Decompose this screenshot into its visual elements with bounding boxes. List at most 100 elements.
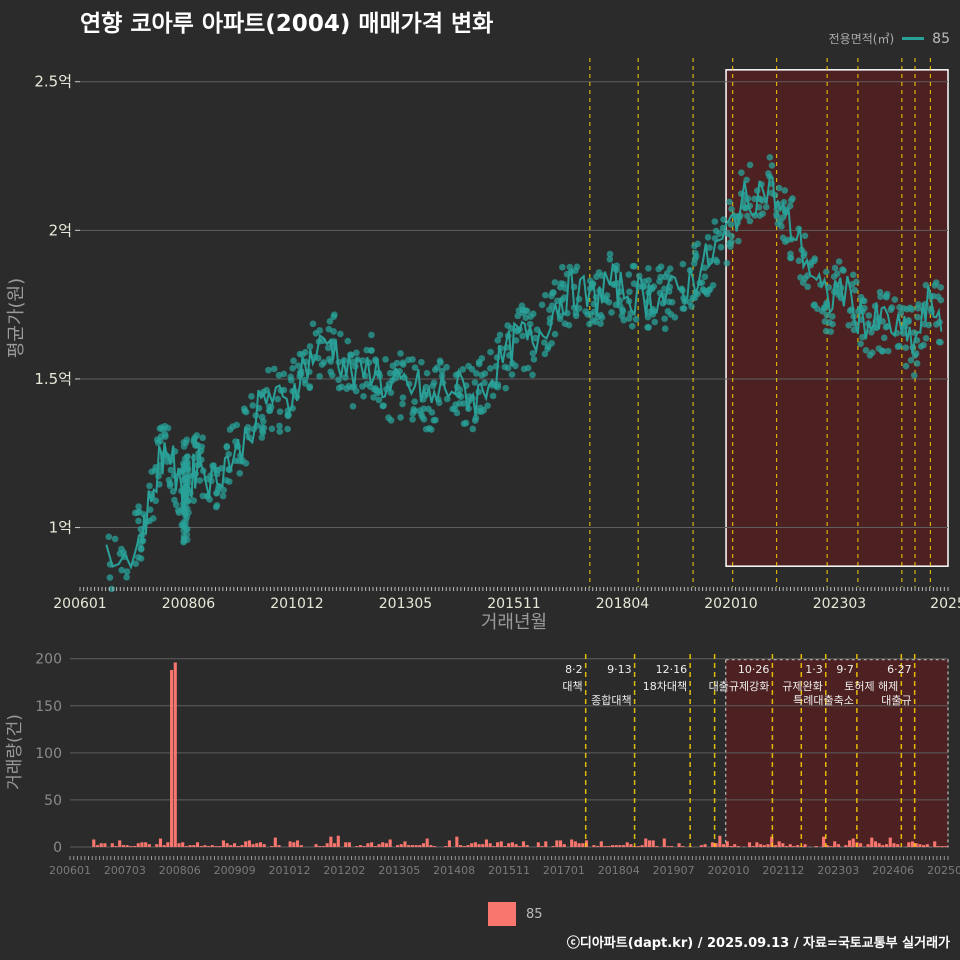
- volume-bar: [325, 843, 329, 847]
- volume-bar: [625, 842, 629, 847]
- volume-bar: [655, 846, 659, 847]
- volume-bar: [181, 842, 185, 847]
- volume-bar: [410, 845, 414, 847]
- scatter-point: [519, 332, 526, 340]
- scatter-point: [183, 453, 191, 461]
- volume-bar: [366, 843, 370, 847]
- scatter-point: [657, 263, 665, 271]
- legend-bar-value: 85: [526, 906, 543, 922]
- scatter-point: [399, 400, 406, 408]
- scatter-point: [532, 334, 539, 342]
- scatter-point: [865, 312, 873, 319]
- scatter-point: [148, 468, 156, 476]
- scatter-point: [605, 298, 613, 306]
- scatter-point: [180, 443, 188, 450]
- volume-bar: [95, 845, 100, 847]
- scatter-point: [368, 331, 375, 339]
- scatter-point: [891, 296, 899, 303]
- scatter-point: [937, 284, 945, 291]
- y-tick-label: 1.5억: [34, 370, 72, 388]
- scatter-point: [411, 398, 418, 405]
- scatter-point: [296, 350, 304, 358]
- volume-bar: [388, 839, 392, 847]
- scatter-point: [831, 264, 839, 272]
- scatter-point: [663, 270, 671, 277]
- volume-bar: [162, 845, 166, 847]
- volume-x-tick-label: 201511: [488, 864, 530, 877]
- scatter-point: [181, 475, 188, 483]
- scatter-point: [180, 460, 187, 467]
- scatter-point: [309, 320, 317, 328]
- scatter-point: [560, 280, 567, 288]
- volume-x-tick-label: 202010: [708, 864, 750, 877]
- volume-bar: [836, 844, 840, 847]
- volume-bar: [762, 845, 766, 847]
- volume-bar: [425, 838, 429, 847]
- scatter-point: [462, 419, 470, 427]
- scatter-point: [484, 402, 491, 410]
- scatter-point: [337, 330, 344, 338]
- y-axis-title: 평균가(원): [6, 278, 27, 358]
- scatter-point: [906, 304, 914, 312]
- volume-bar: [381, 842, 385, 847]
- volume-bar: [244, 841, 248, 847]
- volume-bar: [562, 844, 566, 847]
- volume-bar: [792, 846, 796, 847]
- price-series-line: [105, 174, 943, 570]
- scatter-point: [795, 257, 803, 265]
- scatter-point: [372, 385, 379, 392]
- scatter-point: [902, 344, 910, 351]
- scatter-point: [548, 340, 555, 347]
- scatter-point: [781, 187, 789, 194]
- scatter-point: [165, 476, 173, 484]
- volume-x-tick-label: 201012: [269, 864, 311, 877]
- volume-bar: [466, 845, 470, 847]
- volume-bar: [118, 840, 122, 847]
- scatter-point: [425, 425, 433, 432]
- volume-bar: [755, 842, 759, 847]
- scatter-point: [706, 244, 713, 251]
- scatter-point: [118, 566, 126, 574]
- scatter-point: [420, 415, 428, 423]
- scatter-point: [910, 372, 918, 379]
- scatter-point: [859, 333, 866, 341]
- scatter-point: [779, 214, 786, 221]
- scatter-point: [910, 329, 918, 336]
- policy-name-label: 규제완화: [782, 680, 822, 693]
- scatter-point: [625, 315, 633, 322]
- volume-bar: [240, 845, 244, 847]
- scatter-point: [849, 271, 857, 279]
- volume-bar: [944, 846, 948, 847]
- scatter-point: [167, 466, 175, 474]
- volume-bar: [229, 845, 233, 847]
- volume-bar: [933, 841, 937, 847]
- scatter-point: [811, 301, 818, 309]
- volume-bar: [288, 841, 292, 847]
- scatter-point: [913, 360, 921, 367]
- scatter-point: [768, 162, 776, 169]
- volume-bar: [455, 836, 459, 847]
- volume-bar: [851, 838, 855, 847]
- scatter-point: [363, 380, 371, 388]
- scatter-point: [185, 509, 192, 516]
- volume-bar: [570, 839, 574, 847]
- scatter-point: [437, 359, 444, 366]
- scatter-point: [106, 574, 114, 581]
- scatter-point: [360, 392, 367, 400]
- scatter-point: [727, 243, 734, 250]
- volume-bar: [777, 841, 781, 847]
- scatter-point: [481, 379, 488, 387]
- x-tick-label: 202303: [813, 596, 866, 612]
- y-tick-label: 2.5억: [34, 73, 72, 91]
- scatter-point: [512, 337, 520, 344]
- scatter-point: [460, 400, 467, 407]
- volume-bar: [225, 843, 229, 847]
- scatter-point: [289, 365, 296, 372]
- scatter-point: [868, 349, 876, 357]
- volume-bar: [629, 844, 633, 847]
- volume-bar: [544, 841, 548, 847]
- volume-bar: [247, 840, 251, 847]
- scatter-point: [857, 340, 864, 348]
- volume-bar: [344, 842, 348, 847]
- scatter-point: [884, 347, 892, 355]
